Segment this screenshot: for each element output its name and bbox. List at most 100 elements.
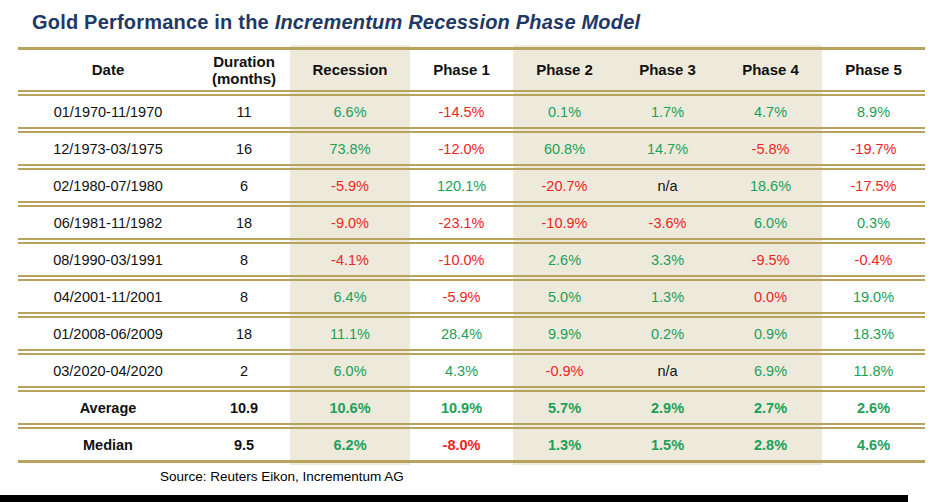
column-header-phase-2: Phase 2 xyxy=(513,47,616,92)
gold-performance-table: DateDuration (months)RecessionPhase 1Pha… xyxy=(18,45,925,465)
cell-phase-5: 4.6% xyxy=(822,427,925,463)
cell-phase-2: 2.6% xyxy=(513,242,616,277)
column-header-duration-months: Duration (months) xyxy=(198,47,290,92)
source-caption: Source: Reuters Eikon, Incrementum AG xyxy=(160,469,404,484)
cell-phase-3: 1.3% xyxy=(616,279,719,314)
cell-phase-5: 18.3% xyxy=(822,316,925,351)
title-italic-text: Incrementum Recession Phase Model xyxy=(275,11,641,33)
cell-phase-1: 10.9% xyxy=(410,390,513,425)
data-row: 02/1980-07/19806-5.9%120.1%-20.7%n/a18.6… xyxy=(18,168,925,203)
cell-phase-1: -23.1% xyxy=(410,205,513,240)
cell-phase-5: 0.3% xyxy=(822,205,925,240)
cell-recession: 6.0% xyxy=(290,353,410,388)
cell-phase-4: -9.5% xyxy=(719,242,822,277)
cell-duration: 18 xyxy=(198,205,290,240)
cell-phase-5: -17.5% xyxy=(822,168,925,203)
cell-duration: 16 xyxy=(198,131,290,166)
cell-date: 04/2001-11/2001 xyxy=(18,279,198,314)
cell-date: 08/1990-03/1991 xyxy=(18,242,198,277)
cell-phase-2: 0.1% xyxy=(513,94,616,129)
cell-duration: 8 xyxy=(198,279,290,314)
column-header-date: Date xyxy=(18,47,198,92)
cell-date: 12/1973-03/1975 xyxy=(18,131,198,166)
cell-phase-4: 4.7% xyxy=(719,94,822,129)
data-row: 01/2008-06/20091811.1%28.4%9.9%0.2%0.9%1… xyxy=(18,316,925,351)
cell-phase-4: 6.9% xyxy=(719,353,822,388)
cell-recession: 6.6% xyxy=(290,94,410,129)
cell-recession: 10.6% xyxy=(290,390,410,425)
bottom-edge-bar xyxy=(0,495,908,502)
cell-duration: 10.9 xyxy=(198,390,290,425)
cell-recession: -5.9% xyxy=(290,168,410,203)
cell-phase-1: -10.0% xyxy=(410,242,513,277)
data-row: 08/1990-03/19918-4.1%-10.0%2.6%3.3%-9.5%… xyxy=(18,242,925,277)
cell-phase-3: -3.6% xyxy=(616,205,719,240)
cell-phase-1: -14.5% xyxy=(410,94,513,129)
cell-phase-4: 18.6% xyxy=(719,168,822,203)
cell-phase-2: -10.9% xyxy=(513,205,616,240)
cell-phase-1: 120.1% xyxy=(410,168,513,203)
data-row: 01/1970-11/1970116.6%-14.5%0.1%1.7%4.7%8… xyxy=(18,94,925,129)
cell-recession: -4.1% xyxy=(290,242,410,277)
cell-phase-3: 14.7% xyxy=(616,131,719,166)
cell-phase-1: -8.0% xyxy=(410,427,513,463)
cell-phase-5: 19.0% xyxy=(822,279,925,314)
header-row: DateDuration (months)RecessionPhase 1Pha… xyxy=(18,47,925,92)
table-body: 01/1970-11/1970116.6%-14.5%0.1%1.7%4.7%8… xyxy=(18,94,925,463)
cell-date: 02/1980-07/1980 xyxy=(18,168,198,203)
cell-duration: 8 xyxy=(198,242,290,277)
cell-phase-1: 4.3% xyxy=(410,353,513,388)
title-regular-text: Gold Performance in the xyxy=(32,11,275,33)
cell-recession: -9.0% xyxy=(290,205,410,240)
table-box: DateDuration (months)RecessionPhase 1Pha… xyxy=(18,45,925,465)
cell-phase-4: 2.7% xyxy=(719,390,822,425)
cell-date: 03/2020-04/2020 xyxy=(18,353,198,388)
cell-phase-1: -12.0% xyxy=(410,131,513,166)
cell-summary-label: Average xyxy=(18,390,198,425)
cell-duration: 9.5 xyxy=(198,427,290,463)
column-header-phase-1: Phase 1 xyxy=(410,47,513,92)
data-row: 12/1973-03/19751673.8%-12.0%60.8%14.7%-5… xyxy=(18,131,925,166)
median-row: Median9.56.2%-8.0%1.3%1.5%2.8%4.6% xyxy=(18,427,925,463)
cell-phase-2: 60.8% xyxy=(513,131,616,166)
performance-table-area: DateDuration (months)RecessionPhase 1Pha… xyxy=(18,45,925,469)
cell-phase-2: 1.3% xyxy=(513,427,616,463)
average-row: Average10.910.6%10.9%5.7%2.9%2.7%2.6% xyxy=(18,390,925,425)
data-row: 06/1981-11/198218-9.0%-23.1%-10.9%-3.6%6… xyxy=(18,205,925,240)
cell-phase-3: 2.9% xyxy=(616,390,719,425)
cell-duration: 2 xyxy=(198,353,290,388)
cell-recession: 11.1% xyxy=(290,316,410,351)
cell-phase-2: 5.7% xyxy=(513,390,616,425)
cell-phase-3: 3.3% xyxy=(616,242,719,277)
cell-phase-4: 0.9% xyxy=(719,316,822,351)
cell-phase-3: n/a xyxy=(616,168,719,203)
cell-phase-2: -20.7% xyxy=(513,168,616,203)
cell-date: 06/1981-11/1982 xyxy=(18,205,198,240)
cell-phase-3: 0.2% xyxy=(616,316,719,351)
cell-duration: 6 xyxy=(198,168,290,203)
cell-phase-1: -5.9% xyxy=(410,279,513,314)
cell-phase-2: 9.9% xyxy=(513,316,616,351)
cell-phase-5: -0.4% xyxy=(822,242,925,277)
cell-recession: 6.2% xyxy=(290,427,410,463)
cell-phase-5: 2.6% xyxy=(822,390,925,425)
column-header-phase-3: Phase 3 xyxy=(616,47,719,92)
cell-date: 01/1970-11/1970 xyxy=(18,94,198,129)
cell-summary-label: Median xyxy=(18,427,198,463)
column-header-recession: Recession xyxy=(290,47,410,92)
cell-phase-4: 6.0% xyxy=(719,205,822,240)
cell-recession: 6.4% xyxy=(290,279,410,314)
cell-phase-2: -0.9% xyxy=(513,353,616,388)
cell-duration: 11 xyxy=(198,94,290,129)
cell-phase-5: 11.8% xyxy=(822,353,925,388)
cell-recession: 73.8% xyxy=(290,131,410,166)
cell-phase-4: 2.8% xyxy=(719,427,822,463)
cell-phase-2: 5.0% xyxy=(513,279,616,314)
cell-phase-5: 8.9% xyxy=(822,94,925,129)
column-header-phase-4: Phase 4 xyxy=(719,47,822,92)
cell-phase-3: 1.7% xyxy=(616,94,719,129)
page-title: Gold Performance in the Incrementum Rece… xyxy=(32,11,640,34)
cell-phase-5: -19.7% xyxy=(822,131,925,166)
cell-duration: 18 xyxy=(198,316,290,351)
cell-phase-4: -5.8% xyxy=(719,131,822,166)
